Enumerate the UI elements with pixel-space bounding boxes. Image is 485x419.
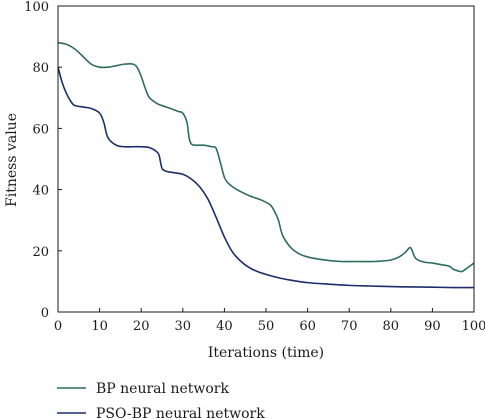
axis-ticks: 0 10 20 30 40 50 60 70 80 90 100 0 20 40 60 80 100 xyxy=(24,0,485,334)
x-tick-label: 0 xyxy=(54,319,62,334)
x-tick-label: 20 xyxy=(133,319,150,334)
y-tick-label: 100 xyxy=(24,0,49,15)
x-tick-label: 100 xyxy=(462,319,485,334)
y-tick-label: 60 xyxy=(32,122,49,137)
x-tick-label: 40 xyxy=(216,319,233,334)
x-tick-label: 60 xyxy=(299,319,316,334)
plot-series xyxy=(57,41,475,289)
series-line-pso-bp xyxy=(57,66,475,289)
series-line-bp xyxy=(57,41,475,273)
x-tick-label: 10 xyxy=(91,319,108,334)
legend: BP neural network PSO-BP neural network xyxy=(57,381,265,419)
y-tick-label: 40 xyxy=(32,184,49,199)
plot-area-frame xyxy=(57,5,475,313)
y-tick-label: 80 xyxy=(32,61,49,76)
y-axis-title: Fitness value xyxy=(4,113,20,207)
legend-label-bp: BP neural network xyxy=(96,381,229,397)
y-tick-label: 0 xyxy=(41,306,49,321)
x-tick-label: 70 xyxy=(341,319,358,334)
y-tick-label: 20 xyxy=(32,245,49,260)
x-tick-label: 30 xyxy=(175,319,192,334)
x-tick-label: 50 xyxy=(258,319,275,334)
legend-label-pso-bp: PSO-BP neural network xyxy=(96,406,265,419)
x-tick-label: 80 xyxy=(383,319,400,334)
x-tick-label: 90 xyxy=(424,319,441,334)
y-axis-title-group: Fitness value xyxy=(4,113,20,207)
x-axis-title: Iterations (time) xyxy=(208,345,324,361)
